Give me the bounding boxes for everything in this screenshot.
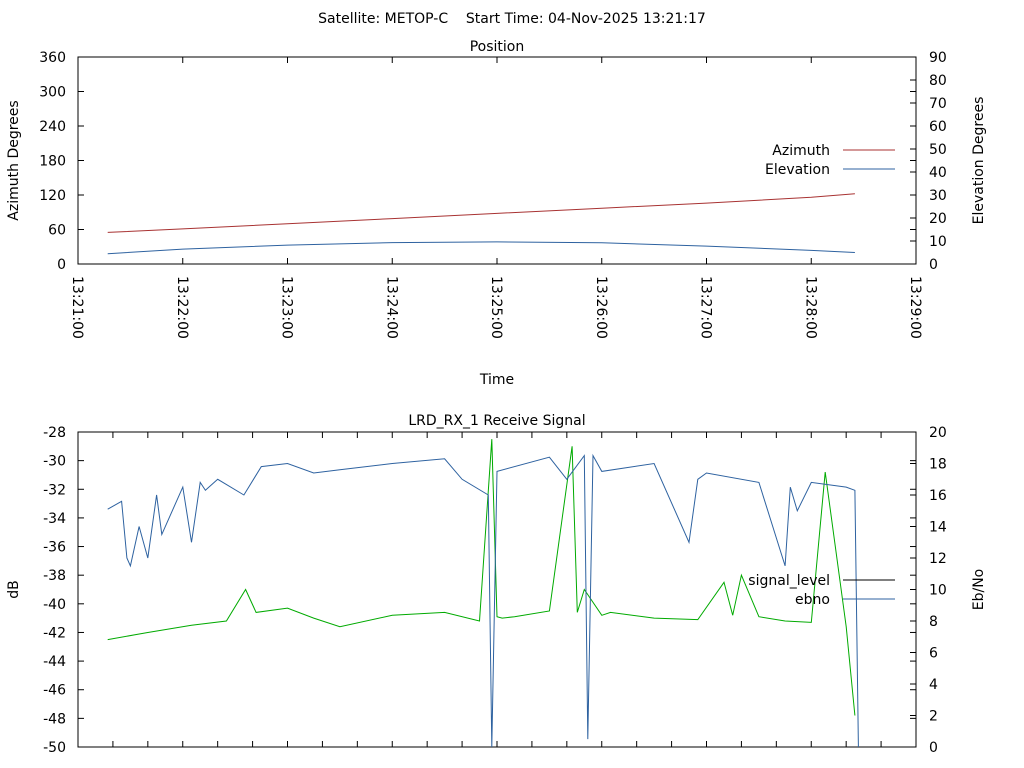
y-left-axis-label: dB [6, 580, 22, 599]
series-line-azimuth [107, 193, 855, 233]
legend-label: signal_level [748, 573, 830, 589]
y-left-tick-label: 300 [39, 85, 66, 101]
y-left-tick-label: -38 [43, 568, 66, 584]
x-tick-label: 13:27:00 [698, 276, 714, 339]
y-right-tick-label: 60 [929, 119, 947, 135]
y-left-tick-label: -46 [43, 683, 66, 699]
x-tick-label: 13:24:00 [383, 276, 399, 339]
y-left-tick-label: 180 [39, 154, 66, 170]
plot-frame [77, 56, 917, 265]
y-right-axis-label: Elevation Degrees [971, 97, 987, 225]
legend-label: Azimuth [772, 143, 830, 159]
x-tick-label: 13:22:00 [174, 276, 190, 339]
y-left-tick-label: 240 [39, 119, 66, 135]
series-line-ebno [107, 453, 859, 748]
y-right-axis-label: Eb/No [971, 569, 987, 611]
y-right-tick-label: 20 [929, 425, 947, 441]
x-tick-label: 13:29:00 [907, 276, 923, 339]
chart-title: LRD_RX_1 Receive Signal [408, 413, 585, 429]
y-right-tick-label: 90 [929, 50, 947, 66]
y-left-tick-label: -44 [43, 654, 66, 670]
y-right-tick-label: 80 [929, 73, 947, 89]
legend-label: ebno [795, 592, 830, 608]
series-line-signal-level [107, 439, 856, 716]
x-tick-label: 13:28:00 [802, 276, 818, 339]
y-right-tick-label: 8 [929, 614, 938, 630]
x-tick-label: 13:25:00 [488, 276, 504, 339]
legend-label: Elevation [765, 162, 830, 178]
series-line-elevation [107, 241, 855, 255]
y-right-tick-label: 30 [929, 188, 947, 204]
y-right-tick-label: 14 [929, 520, 947, 536]
y-left-tick-label: -30 [43, 454, 66, 470]
y-left-tick-label: -34 [43, 511, 66, 527]
y-right-tick-label: 70 [929, 96, 947, 112]
y-left-tick-label: 120 [39, 188, 66, 204]
y-right-tick-label: 0 [929, 257, 938, 273]
y-right-tick-label: 12 [929, 551, 947, 567]
figure-title: Satellite: METOP-C Start Time: 04-Nov-20… [318, 11, 706, 27]
y-right-tick-label: 2 [929, 709, 938, 725]
y-right-tick-label: 6 [929, 646, 938, 662]
y-left-tick-label: -42 [43, 625, 66, 641]
y-left-tick-label: -32 [43, 482, 66, 498]
y-left-tick-label: 0 [57, 257, 66, 273]
chart-title: Position [470, 39, 525, 55]
y-right-tick-label: 40 [929, 165, 947, 181]
y-left-tick-label: -28 [43, 425, 66, 441]
y-right-tick-label: 10 [929, 583, 947, 599]
x-tick-label: 13:26:00 [593, 276, 609, 339]
y-right-tick-label: 20 [929, 211, 947, 227]
y-left-axis-label: Azimuth Degrees [6, 100, 22, 220]
x-tick-label: 13:23:00 [279, 276, 295, 339]
y-left-tick-label: -40 [43, 597, 66, 613]
y-right-tick-label: 16 [929, 488, 947, 504]
y-right-tick-label: 50 [929, 142, 947, 158]
receive-signal-chart: LRD_RX_1 Receive Signal -50 -48 -46 -44 -42 -4… [6, 413, 987, 756]
y-right-tick-label: 10 [929, 234, 947, 250]
y-right-tick-label: 0 [929, 740, 938, 756]
y-left-tick-label: -36 [43, 540, 66, 556]
y-left-tick-label: 360 [39, 50, 66, 66]
x-axis-label: Time [479, 372, 514, 388]
x-tick-label: 13:21:00 [69, 276, 85, 339]
y-left-tick-label: 60 [48, 223, 66, 239]
y-left-tick-label: -48 [43, 711, 66, 727]
y-left-tick-label: -50 [43, 740, 66, 756]
position-chart: Position 0 60 120 180 240 300 360 0 10 20 30 40 50 60 7… [6, 39, 987, 388]
y-right-tick-label: 18 [929, 457, 947, 473]
y-right-tick-label: 4 [929, 677, 938, 693]
